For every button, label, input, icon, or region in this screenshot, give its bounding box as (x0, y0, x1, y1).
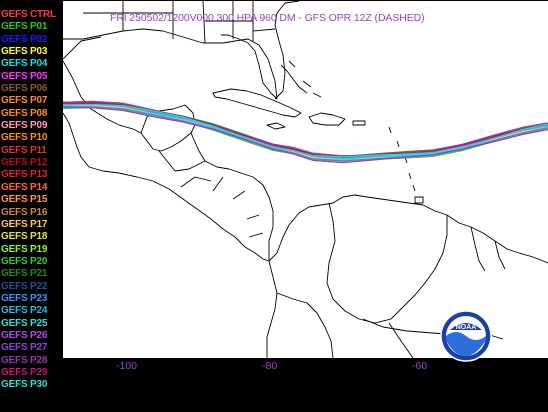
legend-item: GEFS P05 (1, 70, 48, 82)
mexico-coast (63, 112, 270, 262)
central-am-caribbean (190, 132, 274, 261)
sa-borders (276, 202, 506, 358)
lesser-antilles (388, 126, 416, 192)
logo-text: NOAA (456, 324, 477, 331)
gulf-coast (63, 28, 278, 100)
map-panel (63, 0, 548, 358)
legend-item: GEFS P16 (1, 206, 48, 218)
hispaniola (308, 112, 346, 126)
legend-item: GEFS P22 (1, 280, 48, 292)
ensemble-track (63, 106, 548, 164)
map-canvas (63, 1, 548, 358)
ensemble-track (63, 104, 548, 158)
chart-title: FRI 250502/1200V000 300 HPA 960 DM - GFS… (110, 12, 425, 24)
legend-item: GEFS P14 (1, 181, 48, 193)
x-tick-label: -80 (262, 360, 278, 372)
legend-item: GEFS P01 (1, 21, 48, 33)
ensemble-tracks (63, 100, 548, 164)
legend-item: GEFS P20 (1, 255, 48, 267)
country-borders-ca (158, 150, 264, 238)
mexico-north-border (63, 36, 102, 60)
legend-item: GEFS P13 (1, 169, 48, 181)
legend-item: GEFS P28 (1, 354, 48, 366)
state-line-2 (202, 1, 206, 44)
legend-item: GEFS P25 (1, 317, 48, 329)
jamaica (266, 122, 286, 130)
legend-item: GEFS P18 (1, 231, 48, 243)
yucatan (140, 104, 196, 152)
legend-item: GEFS P06 (1, 83, 48, 95)
legend-item: GEFS P30 (1, 379, 48, 391)
legend-item: GEFS P08 (1, 107, 48, 119)
legend-item: GEFS P26 (1, 329, 48, 341)
legend-item: GEFS P27 (1, 342, 48, 354)
x-tick-label: -100 (116, 360, 138, 372)
legend-item: GEFS P24 (1, 305, 48, 317)
legend-item: GEFS P23 (1, 292, 48, 304)
legend-item: GEFS P17 (1, 218, 48, 230)
legend-item: GEFS P15 (1, 194, 48, 206)
mexico-gulf (63, 60, 142, 134)
puerto-rico (352, 120, 366, 126)
sa-pacific (266, 260, 278, 358)
legend-item: GEFS P03 (1, 46, 48, 58)
legend-item: GEFS P10 (1, 132, 48, 144)
ensemble-track (63, 101, 548, 157)
legend-item: GEFS P11 (1, 144, 47, 156)
legend-item: GEFS P12 (1, 157, 48, 169)
x-tick-label: -60 (412, 360, 428, 372)
us-east-coast (274, 1, 300, 100)
noaa-logo-icon: NOAA (440, 310, 492, 362)
legend: GEFS CTRL GEFS P01 GEFS P02 GEFS P03 GEFS P0… (0, 9, 63, 392)
legend-item: GEFS P19 (1, 243, 48, 255)
cuba (212, 88, 302, 118)
trinidad (414, 196, 424, 204)
legend-item: GEFS P09 (1, 120, 48, 132)
legend-item: GEFS CTRL (1, 9, 56, 20)
legend-item: GEFS P02 (1, 33, 48, 45)
colombia-coast (268, 194, 548, 264)
legend-item: GEFS P04 (1, 58, 48, 70)
legend-item: GEFS P29 (1, 366, 48, 378)
state-line-8 (252, 28, 276, 32)
coastlines (63, 1, 548, 358)
bahamas (280, 60, 322, 98)
legend-item: GEFS P21 (1, 268, 48, 280)
legend-item: GEFS P07 (1, 95, 48, 107)
